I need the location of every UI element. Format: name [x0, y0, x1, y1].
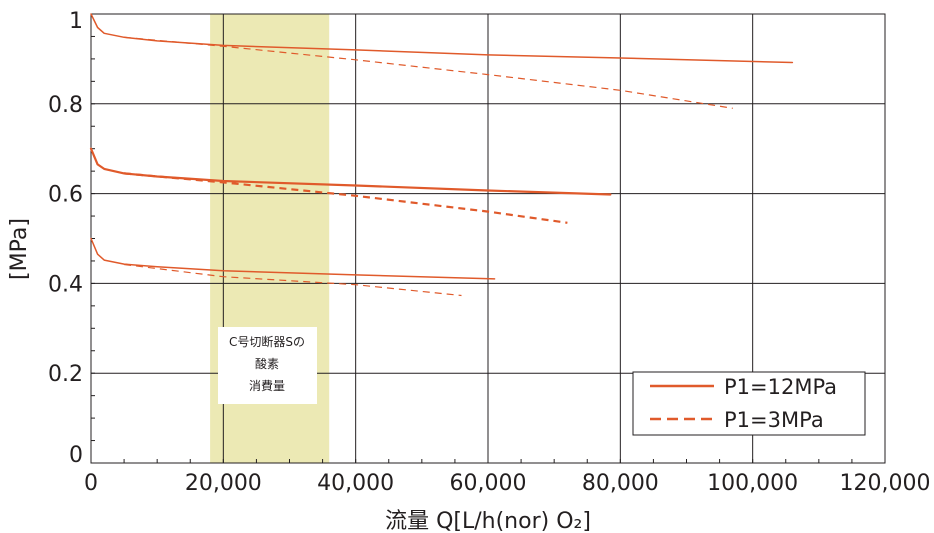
x-tick-label: 40,000: [317, 471, 394, 496]
series-line-4-dashed: [124, 172, 568, 224]
series-line-6-dashed: [124, 263, 462, 297]
x-tick-label: 0: [84, 471, 98, 496]
band-label-line-1: C号切断器Sの: [229, 334, 305, 349]
legend-box: [632, 371, 866, 436]
x-tick-label: 80,000: [582, 471, 659, 496]
y-axis-title: [MPa]: [7, 218, 32, 280]
legend-label-3mpa: P1=3MPa: [724, 408, 824, 432]
x-axis-title: 流量 Q[L/h(nor) O₂]: [385, 509, 591, 533]
y-tick-label: 0.8: [48, 93, 83, 118]
tick-labels: 0 20,000 40,000 60,000 80,000 100,000 120,000 0…: [48, 9, 930, 496]
legend-label-12mpa: P1=12MPa: [724, 375, 837, 399]
series-line-2-dashed: [124, 36, 733, 109]
x-tick-label: 20,000: [185, 471, 262, 496]
band-label-box: [218, 327, 317, 404]
series-line-5-solid: [90, 237, 496, 280]
y-tick-label: 1: [69, 9, 83, 34]
series-line-3-solid: [89, 147, 612, 196]
series-layer: [89, 13, 794, 297]
legend: P1=12MPa P1=3MPa: [632, 371, 866, 436]
series-line-1-solid: [90, 13, 794, 64]
y-tick-label: 0.4: [48, 272, 83, 297]
x-tick-label: 60,000: [450, 471, 527, 496]
x-tick-label: 100,000: [707, 471, 798, 496]
band-label-line-2: 酸素: [255, 356, 279, 371]
minor-ticks: [90, 13, 886, 464]
y-tick-label: 0.2: [48, 362, 83, 387]
y-tick-label: 0.6: [48, 183, 83, 208]
y-tick-label: 0: [69, 443, 83, 468]
x-tick-label: 120,000: [840, 471, 931, 496]
band-label-line-3: 消費量: [249, 378, 285, 393]
